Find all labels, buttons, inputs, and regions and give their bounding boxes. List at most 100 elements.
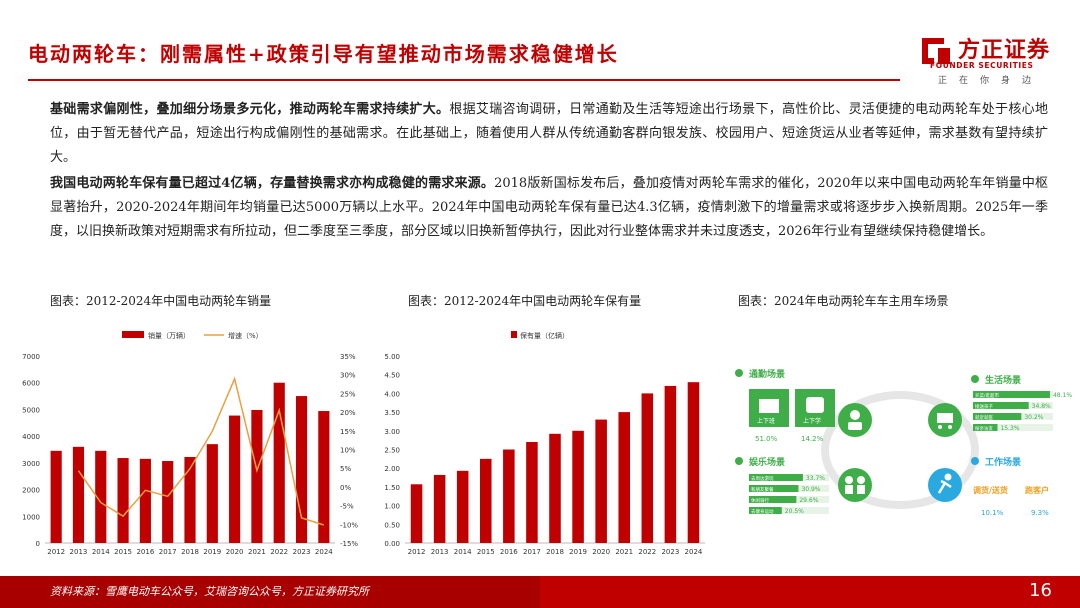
- y2-tick-label: 15%: [340, 428, 356, 436]
- y2-tick-label: 0%: [340, 484, 351, 492]
- life-dot: [971, 375, 979, 383]
- commute-item-label: 上下班: [757, 417, 775, 425]
- y2-tick-label: 10%: [340, 447, 356, 455]
- y-tick-label: 3000: [22, 460, 40, 468]
- y2-tick-label: -5%: [340, 503, 354, 511]
- work-title: 工作场景: [985, 456, 1021, 468]
- bar-ownership: [456, 470, 469, 543]
- scene-bar-label: 就近就医: [975, 414, 993, 421]
- scene-bar-value: 30.9%: [801, 486, 820, 493]
- scene-bar-value: 30.2%: [1024, 414, 1043, 421]
- sales-chart: 销量（万辆） 增速（%） 0 1000 2000 3000 4000 5000 6000 7000…: [22, 331, 358, 556]
- y2-tick-label: -10%: [340, 521, 358, 529]
- brand-slogan: 正在你身边: [938, 76, 1044, 86]
- bar-ownership: [641, 393, 654, 543]
- x-tick-label: 2012: [47, 548, 65, 556]
- scene-bar-fill: [973, 413, 1022, 420]
- page-number: 16: [1029, 580, 1052, 601]
- x-tick-label: 2016: [500, 548, 518, 556]
- scene-bar-value: 48.1%: [1053, 392, 1072, 399]
- y2-tick-label: -15%: [340, 540, 358, 548]
- scene-bar-fill: [973, 424, 998, 431]
- x-tick-label: 2016: [136, 548, 154, 556]
- bar-sales: [295, 396, 308, 543]
- work-item-value: 9.3%: [1031, 509, 1049, 517]
- x-tick-label: 2014: [92, 548, 110, 556]
- scene-bar-label: 探亲访友: [975, 425, 993, 432]
- page-title: 电动两轮车：刚需属性+政策引导有望推动市场需求稳健增长: [28, 42, 619, 66]
- x-tick-label: 2015: [114, 548, 132, 556]
- paragraph-body: 2018版新国标发布后，叠加疫情对两轮车需求的催化，2020年以来中国电动两轮车…: [50, 176, 1049, 239]
- scene-bar-fill: [973, 391, 1050, 398]
- ownership-chart: 保有量（亿辆） 0.00 0.50 1.00 1.50 2.00 2.50 3.00 3.50 4…: [384, 331, 705, 556]
- y-tick-label: 1000: [22, 513, 40, 521]
- friends-icon: [838, 468, 872, 502]
- bar-ownership: [480, 458, 492, 543]
- x-tick-label: 2023: [293, 548, 311, 556]
- x-tick-label: 2018: [546, 548, 564, 556]
- x-tick-label: 2017: [159, 548, 177, 556]
- bar-sales: [184, 456, 196, 543]
- scene-bar-label: 和朋友聚餐: [751, 486, 774, 493]
- x-tick-label: 2013: [431, 548, 449, 556]
- y2-tick-label: 25%: [340, 390, 356, 398]
- x-tick-label: 2024: [685, 548, 703, 556]
- y-tick-label: 4000: [22, 433, 40, 441]
- y2-tick-label: 30%: [340, 372, 356, 380]
- y-tick-label: 5000: [22, 406, 40, 414]
- bar-sales: [72, 446, 85, 543]
- chart-caption-scenes: 图表：2024年电动两轮车车主用车场景: [738, 294, 949, 308]
- y-tick-label: 2.50: [384, 447, 400, 455]
- scene-bar-value: 29.6%: [799, 497, 818, 504]
- y-tick-label: 2000: [22, 487, 40, 495]
- bar-ownership: [410, 484, 423, 543]
- brand-logo-icon: [922, 38, 950, 64]
- legend-swatch-ownership: [511, 331, 517, 338]
- x-tick-label: 2024: [315, 548, 333, 556]
- bar-sales: [95, 450, 107, 543]
- y2-tick-label: 20%: [340, 409, 356, 417]
- y-tick-label: 7000: [22, 353, 40, 361]
- scene-ring: [821, 391, 979, 509]
- commute-item-value: 14.2%: [801, 435, 824, 443]
- x-tick-label: 2014: [454, 548, 472, 556]
- bar-ownership: [595, 419, 607, 543]
- legend-label-sales: 销量（万辆）: [148, 331, 190, 340]
- bar-ownership: [503, 449, 515, 543]
- scene-bar-fill: [749, 485, 799, 492]
- x-tick-label: 2018: [181, 548, 199, 556]
- x-tick-label: 2019: [203, 548, 221, 556]
- scene-bar-fill: [973, 402, 1029, 409]
- x-tick-label: 2019: [569, 548, 587, 556]
- leisure-section: 娱乐场景 去周边游玩 33.7% 和朋友聚餐 30.9% 休闲骑行 29.6% 去健身运动 2…: [735, 456, 829, 515]
- x-tick-label: 2020: [226, 548, 244, 556]
- legend-label-growth: 增速（%）: [228, 331, 263, 340]
- y-tick-label: 6000: [22, 380, 40, 388]
- x-tick-label: 2012: [408, 548, 426, 556]
- y-tick-label: 3.50: [384, 409, 400, 417]
- work-dot: [971, 457, 979, 465]
- x-tick-label: 2017: [523, 548, 541, 556]
- growth-line: [77, 376, 325, 526]
- bar-sales: [229, 415, 241, 543]
- leisure-dot: [735, 457, 743, 465]
- scene-bar-value: 15.3%: [1000, 425, 1019, 432]
- scene-bar-label: 去健身运动: [751, 508, 774, 515]
- bar-ownership: [526, 442, 538, 543]
- bar-ownership: [618, 412, 630, 543]
- briefcase-icon: [759, 399, 779, 413]
- commute-title: 通勤场景: [749, 368, 785, 380]
- leisure-bars: 去周边游玩 33.7% 和朋友聚餐 30.9% 休闲骑行 29.6% 去健身运动 20.5%: [749, 474, 829, 515]
- work-section: 工作场景 调货/送货 跑客户 10.1% 9.3%: [971, 456, 1049, 517]
- bar-ownership: [433, 474, 446, 543]
- bar-sales: [50, 450, 62, 543]
- bar-ownership: [687, 382, 700, 543]
- bar-sales: [318, 411, 330, 543]
- scene-bar-fill: [749, 507, 782, 514]
- commute-section: 通勤场景 上下班 51.0% 上下学 14.2%: [735, 368, 835, 443]
- chart-caption-sales: 图表：2012-2024年中国电动两轮车销量: [50, 294, 272, 308]
- work-item-label: 调货/送货: [973, 485, 1008, 495]
- x-tick-label: 2021: [248, 548, 266, 556]
- bar-sales: [251, 409, 263, 543]
- scene-bar-label: 去周边游玩: [751, 475, 774, 482]
